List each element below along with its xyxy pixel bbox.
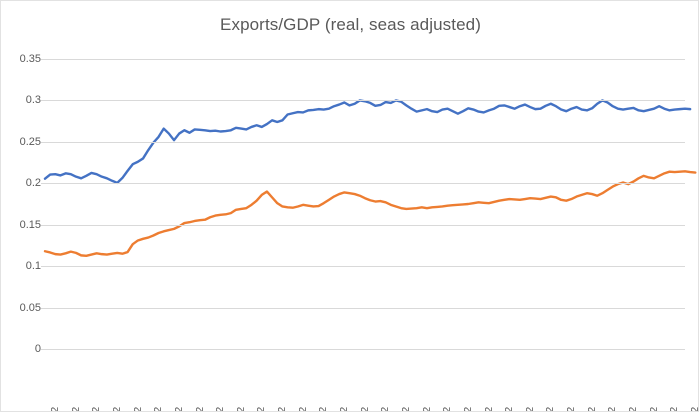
x-axis-tick-label: 2010Q2 (524, 407, 536, 411)
x-axis-tick-label: 2007Q2 (462, 407, 474, 411)
x-axis-tick-label: 2004Q2 (400, 407, 412, 411)
x-axis-tick-label: 2013Q2 (586, 407, 598, 411)
x-axis-tick-label: 1994Q2 (194, 407, 206, 411)
x-axis-tick-label: 1996Q2 (235, 407, 247, 411)
x-axis-tick-label: 1993Q2 (173, 407, 185, 411)
x-axis-tick-label: 1989Q2 (90, 407, 102, 411)
gridline (45, 100, 685, 102)
x-axis-tick-label: 2006Q2 (441, 407, 453, 411)
y-axis-tickmark (41, 141, 45, 143)
x-axis-tick-label: 1997Q2 (255, 407, 267, 411)
y-axis-tick-label: 0.25 (19, 135, 41, 148)
x-axis-tick-label: 2015Q2 (627, 407, 639, 411)
x-axis-tick-label: 2003Q2 (379, 407, 391, 411)
chart-title: Exports/GDP (real, seas adjusted) (220, 15, 481, 34)
gridline (45, 349, 685, 350)
y-axis-tick-label: 0.1 (25, 260, 41, 273)
gridline (45, 307, 685, 309)
x-axis-tick-label: 1987Q2 (49, 407, 61, 411)
y-axis-tick-label: 0.35 (19, 53, 41, 65)
x-axis-tick-label: 2005Q2 (421, 407, 433, 411)
y-axis-tickmark (41, 59, 45, 60)
y-axis-tickmark (41, 307, 45, 309)
gridline (45, 266, 685, 268)
y-axis-tickmark (41, 100, 45, 102)
x-axis-tick-label: 1988Q2 (70, 407, 82, 411)
x-axis-tick-label: 2000Q2 (317, 407, 329, 411)
y-axis-tickmark (41, 349, 45, 350)
x-axis-tick-label: 1991Q2 (132, 407, 144, 411)
gridline (45, 224, 685, 226)
x-axis-tick-label: 2002Q2 (359, 407, 371, 411)
y-axis-tick-label: 0.2 (25, 177, 41, 190)
data-series-2 (43, 170, 697, 257)
x-axis-tick-label: 2018Q2 (689, 407, 698, 411)
y-axis-tick-label: 0.05 (19, 301, 41, 314)
x-axis-tick-label: 2014Q2 (606, 407, 618, 411)
gridline (45, 183, 685, 185)
y-axis-tickmark (41, 183, 45, 185)
x-axis-tick-label: 2017Q2 (668, 407, 680, 411)
x-axis-tick-label: 2012Q2 (565, 407, 577, 411)
gridline (45, 59, 685, 60)
x-axis-tick-label: 1992Q2 (152, 407, 164, 411)
x-axis-tick-label: 1990Q2 (111, 407, 123, 411)
y-axis-tickmark (41, 224, 45, 226)
series-lines (43, 99, 697, 257)
y-axis-tick-label: 0 (34, 343, 41, 355)
x-axis: 1987Q2 1988Q2 1989Q2 1990Q2 1991Q2 1992Q2 1993… (45, 351, 698, 411)
x-axis-tick-label: 2016Q2 (648, 407, 660, 411)
y-axis: 0 0.05 0.1 0.15 0.2 0.25 0.3 0.35 (1, 53, 45, 355)
x-axis-tick-label: 2011Q2 (544, 407, 556, 411)
x-axis-tick-label: 2008Q2 (483, 407, 495, 411)
x-axis-tick-label: 1995Q2 (214, 407, 226, 411)
x-axis-tick-label: 1998Q2 (276, 407, 288, 411)
plot-area (43, 59, 697, 350)
y-axis-tick-label: 0.3 (25, 94, 41, 107)
gridline (45, 141, 685, 143)
x-axis-tick-label: 2009Q2 (503, 407, 515, 411)
y-axis-tick-label: 0.15 (19, 218, 41, 231)
data-series-1 (43, 99, 692, 185)
y-axis-tickmark (41, 266, 45, 268)
x-axis-tick-label: 2001Q2 (338, 407, 350, 411)
x-axis-tick-label: 1999Q2 (297, 407, 309, 411)
